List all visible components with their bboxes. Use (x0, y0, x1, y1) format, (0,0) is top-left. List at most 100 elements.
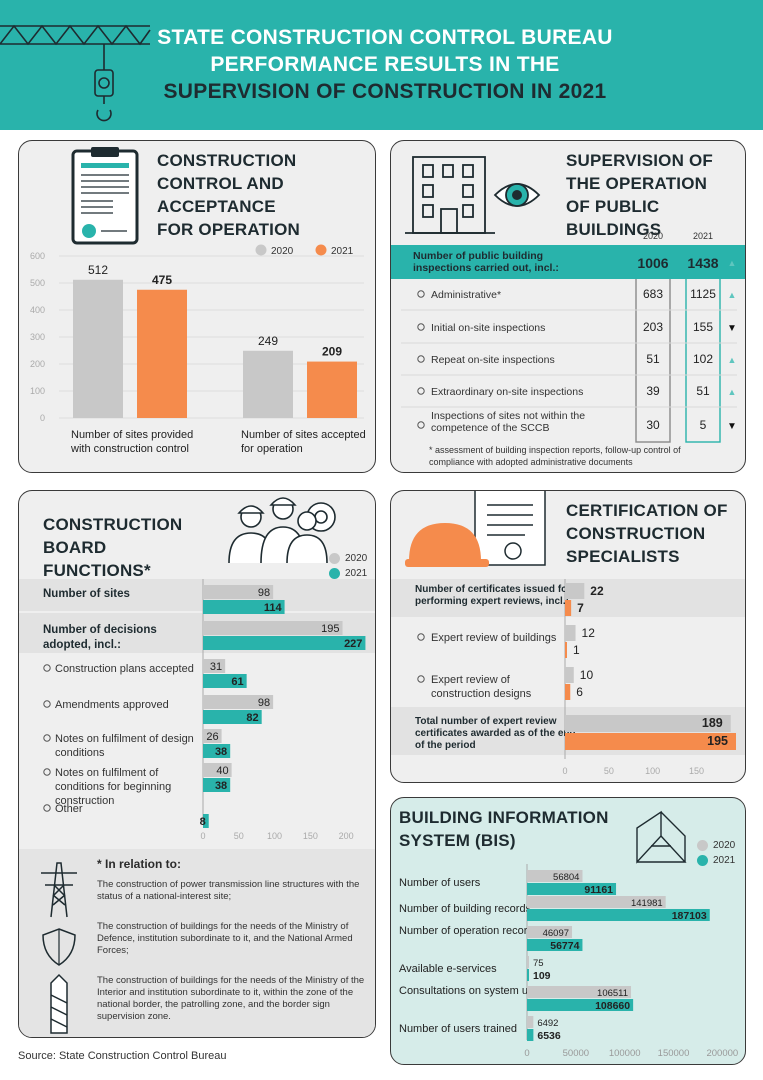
bar-2021 (565, 600, 572, 616)
bar-2021 (203, 710, 262, 724)
bar-value-label: 61 (231, 676, 243, 688)
bar-value-label: 31 (210, 661, 222, 673)
x-tick-label: 150000 (658, 1048, 690, 1059)
footnote-item-3: The construction of buildings for the ne… (97, 975, 365, 1022)
y-tick-label: 500 (30, 278, 45, 288)
bar-value-label: 22 (590, 584, 604, 598)
category-label: Available e-services (399, 963, 497, 975)
trend-up-icon: ▲ (728, 355, 737, 365)
category-label: Number of users (399, 877, 481, 889)
x-tick-label: 200000 (706, 1048, 738, 1059)
bullet-icon (417, 290, 425, 298)
bar-value-label: 6 (576, 685, 583, 699)
table-cell-2020: 39 (646, 384, 660, 398)
bar-value-label: 56774 (550, 940, 579, 952)
bar-2021 (527, 909, 710, 921)
y-tick-label: 100 (30, 386, 45, 396)
bar-value-label: 98 (258, 697, 270, 709)
clipboard-icon (71, 147, 139, 245)
building-eye-icon (405, 156, 541, 234)
bar-value-label: 6492 (537, 1018, 558, 1029)
bar-value-label: 249 (258, 334, 278, 348)
bar-value-label: 108660 (595, 1000, 630, 1012)
card-bis: BUILDING INFORMATION SYSTEM (BIS) 2020 20… (390, 797, 746, 1065)
chart-construction-control: 0 100 200 300 400 500 600 2020 2021 512 475 Number … (30, 244, 366, 455)
bullet-icon (417, 387, 425, 395)
bar-value-label: 8 (200, 816, 206, 828)
y-tick-label: 200 (30, 359, 45, 369)
legend-bis-dot-2021 (697, 855, 708, 866)
bar-value-label: 10 (580, 668, 594, 682)
chart-bis: 0 50000 100000 150000 200000 Number of users 5… (399, 864, 738, 1059)
bar-2020 (203, 585, 274, 599)
footnote-item-2: The construction of buildings for the ne… (97, 921, 353, 956)
table-row-label: Administrative* (431, 289, 501, 301)
card1-title: CONSTRUCTION CONTROL AND ACCEPTANCE FOR … (157, 151, 301, 239)
bar-value-label: 106511 (597, 988, 628, 999)
footnote-panel: * In relation to: The construction of po… (19, 849, 375, 1037)
category-label: Construction plans accepted (55, 663, 194, 675)
bar-2021 (203, 674, 247, 688)
bullet-icon (43, 804, 51, 812)
bar-value-label: 109 (533, 970, 551, 982)
bar-value-label: 91161 (584, 884, 613, 896)
bar-2021 (203, 744, 231, 758)
legend-board-label-2021: 2021 (345, 568, 368, 579)
category-label: Expert review of buildings (431, 632, 557, 644)
card4-title: CERTIFICATION OF CONSTRUCTION SPECIALIST… (566, 501, 728, 566)
table-cell-2021: 102 (693, 352, 713, 366)
table-cell-2021: 155 (693, 320, 713, 334)
bar-2020 (527, 870, 583, 882)
bar-2020 (203, 695, 274, 709)
bar-value-label: 82 (246, 712, 258, 724)
bar-2021 (527, 969, 529, 981)
category-label: Notes on fulfilment of design conditions (55, 733, 194, 759)
card3-title: CONSTRUCTION BOARD FUNCTIONS* (43, 515, 183, 580)
x-tick-label: 50 (234, 831, 244, 841)
bar-2021 (565, 684, 571, 700)
bar-value-label: 75 (533, 958, 544, 969)
category-label: Other (55, 803, 83, 815)
category-label: Total number of expert review certificate… (415, 716, 576, 751)
x-tick-label: 200 (339, 831, 354, 841)
category-label: Consultations on system use (399, 985, 540, 997)
bar-value-label: 512 (88, 263, 108, 277)
bar-value-label: 12 (582, 626, 596, 640)
bar-value-label: 38 (215, 746, 227, 758)
bar-value-label: 7 (577, 601, 584, 615)
legend-board-label-2020: 2020 (345, 553, 368, 564)
x-tick-label: 0 (200, 831, 205, 841)
bar-2021 (203, 636, 366, 650)
bar-value-label: 227 (344, 638, 362, 650)
table-cell-2020: 203 (643, 320, 663, 334)
bar-value-label: 189 (702, 716, 723, 730)
bar-2020 (203, 729, 222, 743)
bullet-icon (43, 768, 51, 776)
workers-icon (228, 497, 336, 563)
public-buildings-table-svg: 2020 2021 Number of public building inspect… (391, 231, 745, 467)
header-banner: STATE CONSTRUCTION CONTROL BUREAU PERFOR… (0, 0, 763, 130)
bar-value-label: 56804 (553, 872, 579, 883)
category-label: Expert review of construction designs (431, 674, 532, 700)
bar-2020 (565, 625, 576, 641)
bar-2020 (565, 583, 585, 599)
bar-value-label: 6536 (537, 1030, 561, 1042)
bar-2021 (527, 1029, 534, 1041)
bar-2020 (527, 986, 632, 998)
main-title-line3: SUPERVISION OF CONSTRUCTION IN 2021 (163, 80, 607, 103)
table-cell-2020: 683 (643, 287, 663, 301)
table-row-label: Extraordinary on-site inspections (431, 386, 583, 398)
border-post-icon (50, 973, 68, 1034)
y-tick-label: 300 (30, 332, 45, 342)
footnote-heading: * In relation to: (97, 857, 181, 871)
card-certification: CERTIFICATION OF CONSTRUCTION SPECIALIST… (390, 490, 746, 783)
main-title-line1: STATE CONSTRUCTION CONTROL BUREAU (157, 26, 613, 49)
card-board-functions: CONSTRUCTION BOARD FUNCTIONS* 2020 2021 0… (18, 490, 376, 1038)
table-cell-2021: 1438 (687, 255, 718, 271)
bar-value-label: 195 (321, 623, 339, 635)
legend-board-dot-2021 (329, 568, 340, 579)
table-cell-2020: 30 (646, 418, 660, 432)
card-construction-control: CONSTRUCTION CONTROL AND ACCEPTANCE FOR … (18, 140, 376, 473)
bullet-icon (43, 700, 51, 708)
bar-value-label: 114 (264, 602, 283, 614)
